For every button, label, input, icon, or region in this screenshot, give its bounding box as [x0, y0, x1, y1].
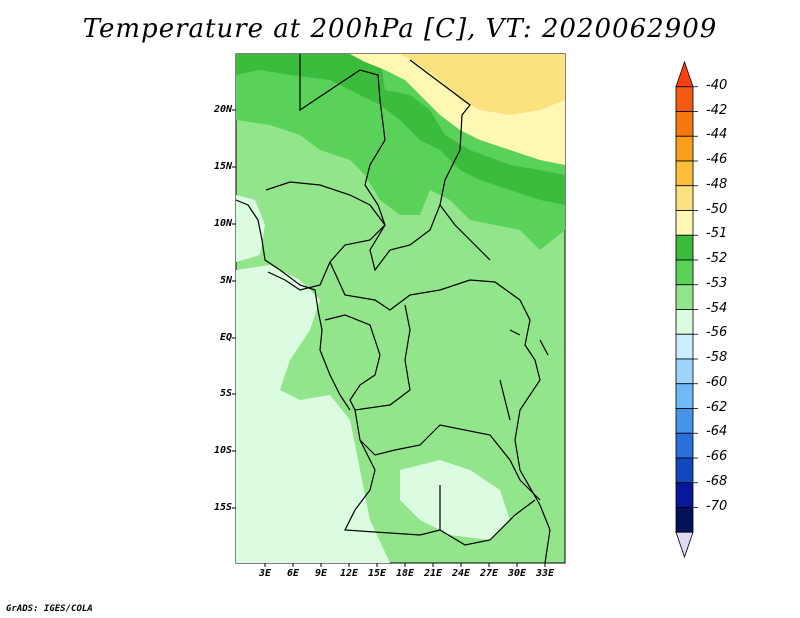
lat-label: 10S — [213, 445, 232, 456]
colorbar-swatch — [675, 309, 694, 335]
lat-label: 10N — [213, 218, 232, 229]
band-50-north — [400, 54, 565, 115]
lon-label: 9E — [314, 568, 328, 579]
border-nigeria — [265, 181, 386, 291]
colorbar-label: -53 — [706, 275, 728, 291]
colorbar-label: -54 — [706, 300, 728, 316]
colorbar-label: -56 — [706, 325, 728, 341]
border-car — [329, 261, 521, 311]
lat-label: 15N — [213, 161, 232, 172]
colorbar-label: -66 — [706, 449, 728, 464]
border-lakes — [499, 329, 549, 421]
colorbar-swatch — [675, 408, 694, 434]
colorbar-swatch — [675, 333, 694, 360]
colorbar-label: -58 — [706, 350, 728, 365]
colorbar-label: -51 — [706, 226, 728, 242]
border-drc-south — [354, 409, 541, 501]
colorbar-swatch — [675, 60, 694, 88]
band-56-coast — [236, 195, 265, 262]
band-52-north — [236, 54, 565, 205]
lat-label: 15S — [213, 502, 232, 513]
axis-ticks — [232, 109, 546, 567]
border-libya-sudan — [409, 59, 491, 261]
lon-label: 15E — [367, 568, 387, 579]
colorbar — [675, 60, 698, 559]
colorbar-swatch — [675, 210, 694, 236]
colorbar-swatch — [675, 185, 694, 211]
colorbar-swatch — [675, 284, 694, 310]
colorbar-swatch — [675, 234, 694, 261]
temperature-fields — [236, 54, 565, 563]
map-title: Temperature at 200hPa [C], VT: 202006290… — [82, 14, 718, 44]
colorbar-label: -50 — [706, 201, 728, 217]
map-borders — [235, 54, 551, 564]
colorbar-swatch — [675, 111, 694, 137]
lat-label: 20N — [213, 104, 232, 115]
lon-label: 6E — [286, 568, 300, 579]
lon-label: 27E — [479, 568, 499, 579]
colorbar-label: -52 — [706, 251, 728, 266]
lon-label: 24E — [451, 568, 471, 579]
lon-label: 30E — [507, 568, 527, 579]
border-chad — [369, 204, 441, 272]
colorbar-swatch — [675, 160, 694, 187]
lon-label: 3E — [258, 568, 272, 579]
credit-text: GrADS: IGES/COLA — [6, 604, 93, 614]
colorbar-label: -44 — [706, 127, 728, 143]
colorbar-swatch — [675, 135, 694, 162]
colorbar-label: -68 — [706, 473, 728, 489]
lon-label: 12E — [339, 568, 359, 579]
lon-label: 18E — [395, 568, 415, 579]
colorbar-swatch — [675, 259, 694, 286]
border-coast-west — [235, 199, 351, 411]
colorbar-label: -40 — [706, 77, 728, 93]
colorbar-label: -48 — [706, 176, 728, 192]
colorbar-label: -42 — [706, 102, 728, 118]
colorbar-swatch — [675, 507, 694, 533]
colorbar-swatch — [675, 457, 694, 484]
border-angola — [344, 439, 441, 536]
colorbar-swatch — [675, 482, 694, 508]
colorbar-swatch — [675, 432, 694, 459]
colorbar-swatch — [675, 531, 694, 559]
band-56-south — [400, 460, 510, 540]
lon-label: 21E — [423, 568, 443, 579]
colorbar-label: -46 — [706, 152, 728, 167]
colorbar-swatch — [675, 86, 694, 112]
colorbar-swatch — [675, 383, 694, 409]
lat-label: 5S — [219, 388, 232, 399]
lon-label: 33E — [535, 568, 555, 579]
border-east — [514, 299, 551, 564]
lat-label: 5N — [219, 275, 232, 286]
border-sahara — [299, 54, 386, 226]
colorbar-label: -70 — [706, 498, 728, 514]
band-56-west — [236, 265, 390, 563]
colorbar-swatch — [675, 358, 694, 385]
lat-label: EQ — [219, 332, 232, 343]
border-zambia — [439, 499, 536, 546]
colorbar-label: -64 — [706, 424, 728, 440]
border-congo — [324, 304, 411, 411]
colorbar-label: -60 — [706, 374, 728, 390]
colorbar-label: -62 — [706, 399, 728, 415]
